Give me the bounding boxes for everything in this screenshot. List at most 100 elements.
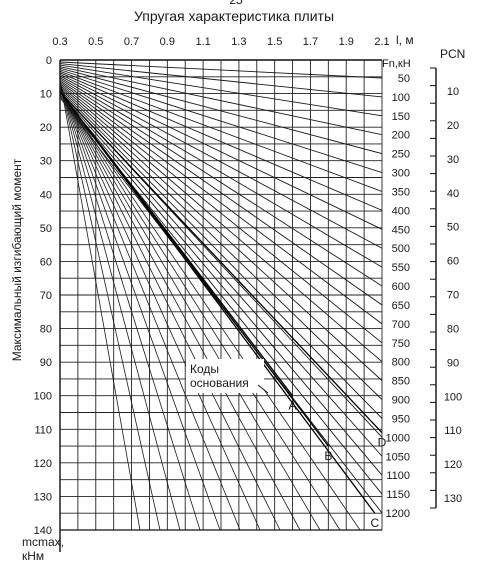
x-tick-labels: 0.3 0.5 0.7 0.9 1.1 1.3 1.5 1.7 1.9 2.1 xyxy=(52,36,389,48)
load-line xyxy=(59,78,383,287)
fn-tick-labels: 50 100 150 200 250 300 350 400 450 500 550 600 650 70… xyxy=(386,73,410,520)
pcn-tick-label: 50 xyxy=(447,222,459,234)
fan-line xyxy=(59,88,301,531)
fn-tick-label: 1050 xyxy=(386,451,410,463)
load-line xyxy=(59,80,383,306)
pcn-tick-labels: 10 20 30 40 50 60 70 80 90 100 110 120 130 xyxy=(444,86,462,505)
y-unit-line: кНм xyxy=(22,549,44,563)
x-axis-label: l, м xyxy=(396,33,414,47)
load-line xyxy=(59,77,383,268)
fan-line xyxy=(59,86,261,531)
pcn-tick-label: 30 xyxy=(447,154,459,166)
series-labels: A B C D xyxy=(289,399,387,531)
y-tick-label: 140 xyxy=(34,525,52,537)
annotation-line: основания xyxy=(190,376,249,390)
load-line xyxy=(59,88,383,400)
annotation-label: Коды основания xyxy=(190,362,249,390)
pcn-tick-label: 100 xyxy=(444,391,462,403)
fn-tick-label: 200 xyxy=(392,130,410,142)
y-tick-label: 70 xyxy=(40,290,52,302)
fan-line xyxy=(59,82,181,531)
y-tick-label: 130 xyxy=(34,491,52,503)
fn-tick-label: 150 xyxy=(392,111,410,123)
foundation-curves xyxy=(59,91,383,514)
series-label-b: B xyxy=(324,449,332,463)
fan-line xyxy=(59,89,341,531)
series-label-a: A xyxy=(289,399,297,413)
fn-tick-label: 850 xyxy=(392,376,410,388)
fn-tick-label: 700 xyxy=(392,319,410,331)
pcn-tick-label: 70 xyxy=(447,290,459,302)
x-tick-label: 2.1 xyxy=(374,36,389,48)
plot-grid xyxy=(59,59,437,552)
load-line xyxy=(59,84,383,363)
load-line xyxy=(59,64,383,117)
load-lines xyxy=(59,61,383,531)
load-line xyxy=(59,89,383,419)
load-line xyxy=(59,86,383,381)
fan-line xyxy=(59,90,361,531)
series-line-d xyxy=(59,91,383,434)
fan-line xyxy=(59,84,221,531)
load-line xyxy=(59,83,383,344)
fn-tick-label: 300 xyxy=(392,168,410,180)
pcn-tick-label: 20 xyxy=(447,120,459,132)
series-label-c: C xyxy=(371,516,380,530)
fan-line xyxy=(59,83,201,531)
load-line xyxy=(59,73,383,230)
fn-tick-label: 250 xyxy=(392,149,410,161)
x-tick-label: 1.1 xyxy=(195,36,210,48)
load-line xyxy=(59,67,383,155)
pcn-tick-label: 10 xyxy=(447,86,459,98)
fn-tick-label: 1200 xyxy=(386,508,410,520)
fn-tick-label: 500 xyxy=(392,243,410,255)
fan-line xyxy=(59,80,141,531)
y-tick-label: 80 xyxy=(40,324,52,336)
load-line xyxy=(59,69,383,173)
y-tick-label: 110 xyxy=(34,424,52,436)
load-line xyxy=(59,61,383,79)
pcn-tick-label: 90 xyxy=(447,357,459,369)
fn-tick-label: 400 xyxy=(392,205,410,217)
pcn-tick-label: 80 xyxy=(447,323,459,335)
load-line xyxy=(59,75,383,249)
y-unit-label: mcmax, кНм xyxy=(22,535,64,563)
fn-tick-label: 800 xyxy=(392,357,410,369)
y-tick-label: 50 xyxy=(40,223,52,235)
fn-tick-label: 1000 xyxy=(386,432,410,444)
fn-tick-label: 350 xyxy=(392,186,410,198)
page-number: 25 xyxy=(229,0,243,7)
x-tick-label: 0.9 xyxy=(160,36,175,48)
y-tick-label: 40 xyxy=(40,189,52,201)
chart-title: Упругая характеристика плиты xyxy=(134,8,334,24)
series-line-c xyxy=(59,91,376,514)
pcn-tick-label: 110 xyxy=(444,425,462,437)
y-tick-label: 30 xyxy=(40,156,52,168)
fn-tick-label: 1100 xyxy=(386,470,410,482)
fn-tick-label: 900 xyxy=(392,395,410,407)
x-tick-label: 1.3 xyxy=(231,36,246,48)
fn-tick-label: 100 xyxy=(392,92,410,104)
y-tick-label: 20 xyxy=(40,122,52,134)
fan-line xyxy=(59,87,281,531)
series-label-d: D xyxy=(378,436,387,450)
load-line xyxy=(59,81,383,325)
pcn-tick-label: 120 xyxy=(444,459,462,471)
x-tick-label: 0.5 xyxy=(88,36,103,48)
load-line xyxy=(59,70,383,192)
pcn-axis-label: PCN xyxy=(440,47,465,61)
y-axis-label: Максимальный изгибающий момент xyxy=(10,158,24,361)
y-tick-label: 120 xyxy=(34,458,52,470)
load-line xyxy=(59,72,383,211)
x-tick-label: 0.7 xyxy=(124,36,139,48)
load-line xyxy=(59,66,383,136)
fn-tick-label: 650 xyxy=(392,300,410,312)
y-tick-label: 90 xyxy=(40,357,52,369)
annotation-box xyxy=(186,359,264,393)
fn-tick-label: 750 xyxy=(392,338,410,350)
fn-tick-label: 950 xyxy=(392,413,410,425)
pcn-tick-label: 40 xyxy=(447,188,459,200)
fn-tick-label: 50 xyxy=(398,73,410,85)
y-tick-label: 100 xyxy=(34,391,52,403)
